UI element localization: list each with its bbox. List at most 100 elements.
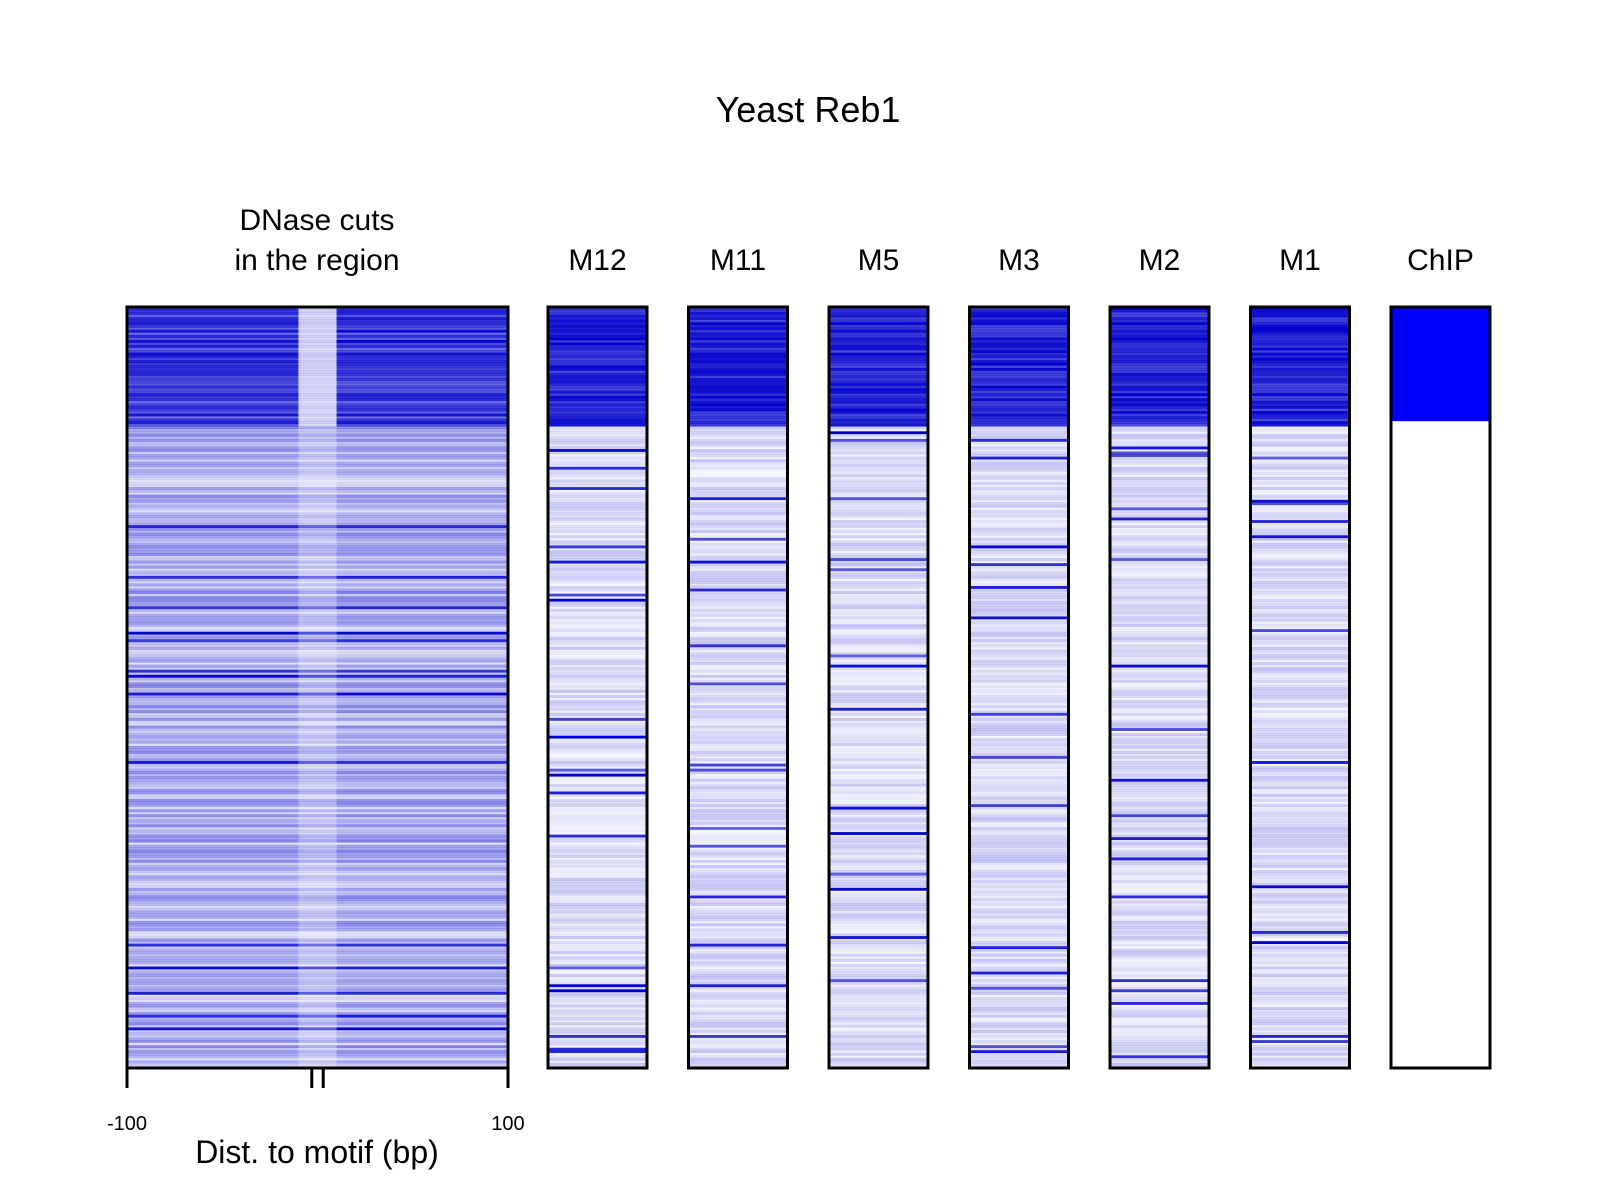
heatmap-row-motif <box>298 809 337 813</box>
heatmap-row-right <box>336 616 508 620</box>
heatmap-row-left <box>127 591 299 594</box>
column-row <box>548 1017 647 1021</box>
heatmap-row-right <box>336 454 508 457</box>
column-row <box>1110 664 1209 668</box>
heatmap-row-right <box>336 550 508 554</box>
column-row <box>969 682 1069 686</box>
column-row <box>548 547 647 551</box>
column-row <box>969 920 1069 924</box>
column-row <box>1250 525 1350 528</box>
heatmap-row-right <box>336 964 508 967</box>
column-row <box>1110 834 1209 838</box>
column-row <box>829 411 928 414</box>
column-row <box>548 492 647 496</box>
heatmap-row-left <box>127 631 299 635</box>
column-row <box>1110 700 1209 704</box>
column-row <box>548 507 647 511</box>
column-row <box>1110 431 1209 435</box>
column-row <box>1250 806 1350 810</box>
heatmap-row-motif <box>298 971 337 975</box>
heatmap-row-left <box>127 357 299 361</box>
heatmap-row-left <box>127 717 299 721</box>
column-row <box>829 679 928 683</box>
column-row <box>548 413 647 417</box>
heatmap-row-motif <box>298 844 337 848</box>
column-row <box>829 337 928 341</box>
column-row <box>1250 875 1350 879</box>
heatmap-row-left <box>127 1004 299 1008</box>
column-row <box>969 634 1069 638</box>
column-row <box>548 504 647 508</box>
column-row <box>688 649 788 653</box>
column-row <box>969 522 1069 526</box>
heatmap-row-motif <box>298 872 337 876</box>
heatmap-row-motif <box>298 454 337 457</box>
column-row <box>829 915 928 919</box>
column-row <box>969 892 1069 896</box>
column-row <box>969 327 1069 331</box>
column-row <box>1250 783 1350 787</box>
heatmap-row-motif <box>298 433 337 437</box>
column-row <box>1110 809 1209 813</box>
column-row <box>1250 537 1350 541</box>
column-row <box>1250 753 1350 757</box>
column-row <box>548 816 647 820</box>
column-row <box>829 542 928 546</box>
column-row <box>1250 885 1350 889</box>
column-row <box>1250 345 1350 348</box>
heatmap-row-left <box>127 395 299 399</box>
column-row <box>688 895 788 899</box>
heatmap-row-right <box>336 707 508 711</box>
heatmap-row-motif <box>298 735 337 739</box>
column-row <box>1250 1024 1350 1028</box>
heatmap-row-left <box>127 1035 299 1038</box>
column-row <box>548 317 647 320</box>
heatmap-row-left <box>127 1027 299 1031</box>
heatmap-row-motif <box>298 479 337 483</box>
heatmap-row-motif <box>298 383 337 386</box>
column-row <box>829 416 928 419</box>
heatmap-row-motif <box>298 710 337 714</box>
column-row <box>1110 913 1209 917</box>
column-row <box>688 520 788 523</box>
column-row <box>548 768 647 772</box>
column-row <box>829 464 928 468</box>
heatmap-row-motif <box>298 857 337 861</box>
column-row <box>1250 1002 1350 1005</box>
column-row <box>1250 1017 1350 1021</box>
column-row <box>688 375 788 379</box>
column-row <box>1250 416 1350 419</box>
column-row <box>548 367 647 371</box>
column-row <box>1110 1042 1209 1046</box>
column-row <box>829 933 928 937</box>
column-row <box>688 1019 788 1023</box>
column-row <box>829 964 928 967</box>
column-row <box>688 314 788 318</box>
column-row <box>829 839 928 843</box>
column-row <box>688 720 788 724</box>
column-row <box>969 405 1069 409</box>
heatmap-row-motif <box>298 471 337 475</box>
column-row <box>829 814 928 818</box>
column-row <box>829 892 928 896</box>
heatmap-row-left <box>127 558 299 561</box>
column-row <box>1250 847 1350 851</box>
column-row <box>688 588 788 592</box>
column-row <box>829 621 928 625</box>
column-row <box>969 989 1069 993</box>
column-row <box>969 862 1069 866</box>
column-row <box>1110 1032 1209 1036</box>
column-row <box>688 679 788 683</box>
heatmap-row-motif <box>298 745 337 749</box>
column-row <box>1110 555 1209 559</box>
column-row <box>829 370 928 374</box>
column-row <box>1110 786 1209 790</box>
column-row <box>688 1007 788 1010</box>
column-row <box>1110 679 1209 683</box>
heatmap-row-right <box>336 771 508 775</box>
heatmap-row-left <box>127 611 299 615</box>
column-row <box>548 608 647 612</box>
heatmap-row-left <box>127 573 299 577</box>
column-row <box>548 441 647 445</box>
column-row <box>1110 796 1209 800</box>
